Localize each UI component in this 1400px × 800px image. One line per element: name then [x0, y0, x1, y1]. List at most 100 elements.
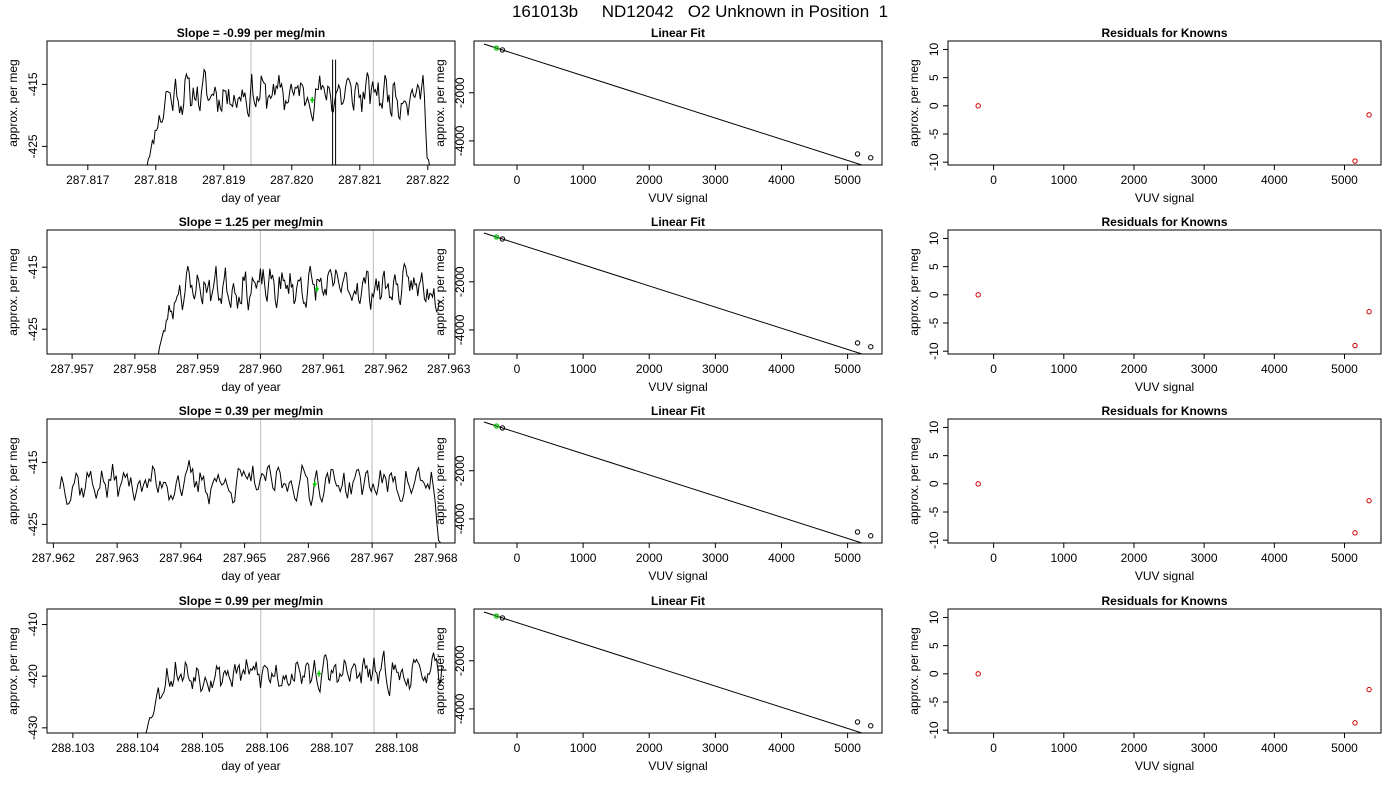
plot-frame: [947, 40, 1382, 166]
x-tick-label: 4000: [1261, 551, 1288, 565]
x-tick-label: 1000: [570, 173, 597, 187]
fit-line: [483, 43, 864, 165]
x-tick-label: 0: [990, 173, 997, 187]
x-tick-label: 0: [514, 551, 521, 565]
unknown-point: [493, 613, 500, 619]
x-tick-label: 4000: [768, 551, 795, 565]
x-tick-label: 1000: [570, 551, 597, 565]
x-tick-label: 3000: [702, 362, 729, 376]
chart-title: Slope = 0.99 per meg/min: [179, 594, 323, 608]
x-tick-label: 4000: [1261, 741, 1288, 755]
page-title: 161013b ND12042 O2 Unknown in Position 1: [511, 2, 889, 21]
x-axis-label: day of year: [221, 191, 280, 205]
x-tick-label: 5000: [1331, 173, 1358, 187]
x-tick-label: 3000: [702, 173, 729, 187]
x-tick-label: 288.105: [181, 741, 225, 755]
y-tick-label: 0: [927, 480, 941, 487]
y-tick-label: 5: [927, 74, 941, 81]
y-tick-label: 10: [927, 231, 941, 245]
y-tick-label: 0: [927, 291, 941, 298]
y-tick-label: 0: [927, 670, 941, 677]
x-tick-label: 287.819: [202, 173, 246, 187]
x-axis-label: VUV signal: [1135, 569, 1194, 583]
residual-point: [1366, 686, 1372, 693]
time-series-trace: [59, 460, 442, 543]
y-axis-label: approx. per meg: [907, 248, 921, 335]
plot-frame: [947, 418, 1382, 544]
x-axis-label: VUV signal: [648, 191, 707, 205]
x-tick-label: 0: [514, 173, 521, 187]
x-tick-label: 5000: [1331, 551, 1358, 565]
x-tick-label: 3000: [1191, 551, 1218, 565]
y-tick-label: 10: [927, 420, 941, 434]
plot-frame: [473, 608, 883, 734]
y-tick-label: -10: [927, 153, 941, 171]
chart-panel-9: Residuals for Knowns VUV signal approx. pe…: [907, 404, 1382, 583]
plot-frame: [947, 608, 1382, 734]
chart-title: Linear Fit: [651, 404, 705, 418]
residual-point: [975, 103, 981, 109]
y-tick-label: -4000: [453, 693, 467, 724]
chart-title: Residuals for Knowns: [1101, 404, 1227, 418]
x-tick-label: 3000: [1191, 741, 1218, 755]
y-tick-label: -415: [26, 450, 40, 474]
x-tick-label: 4000: [768, 173, 795, 187]
x-tick-label: 287.962: [364, 362, 408, 376]
y-axis-label: approx. per meg: [6, 248, 20, 335]
data-layer: [483, 421, 874, 543]
y-tick-label: -410: [26, 612, 40, 636]
unknown-point: [493, 423, 500, 429]
x-tick-label: 0: [990, 741, 997, 755]
x-tick-label: 2000: [1121, 741, 1148, 755]
x-tick-label: 287.962: [32, 551, 76, 565]
chart-title: Slope = -0.99 per meg/min: [177, 26, 325, 40]
x-tick-label: 1000: [1050, 551, 1077, 565]
data-layer: [975, 292, 1372, 349]
x-tick-label: 288.106: [245, 741, 289, 755]
y-tick-label: -415: [26, 72, 40, 96]
chart-panel-1: Slope = -0.99 per meg/min day of year appr…: [6, 26, 456, 205]
x-tick-label: 2000: [1121, 173, 1148, 187]
data-point: [868, 533, 874, 539]
y-tick-label: -2000: [453, 77, 467, 108]
y-tick-label: 10: [927, 42, 941, 56]
y-tick-label: -5: [927, 317, 941, 328]
x-tick-label: 287.817: [66, 173, 110, 187]
x-tick-label: 4000: [768, 362, 795, 376]
x-tick-label: 0: [514, 362, 521, 376]
y-axis-label: approx. per meg: [433, 627, 447, 714]
data-point: [499, 236, 506, 242]
residual-point: [1366, 498, 1372, 504]
data-layer: [483, 232, 874, 354]
x-tick-label: 4000: [1261, 173, 1288, 187]
x-tick-label: 2000: [1121, 362, 1148, 376]
x-tick-label: 287.963: [95, 551, 139, 565]
chart-title: Linear Fit: [651, 594, 705, 608]
x-tick-label: 5000: [834, 362, 861, 376]
x-tick-label: 287.958: [113, 362, 157, 376]
x-tick-label: 288.108: [375, 741, 419, 755]
time-series-trace: [145, 650, 443, 733]
y-tick-label: -430: [26, 716, 40, 740]
y-tick-label: -4000: [453, 503, 467, 534]
data-point: [499, 425, 506, 431]
plot-frame: [46, 418, 456, 544]
data-layer: [483, 43, 874, 165]
data-layer: [975, 671, 1372, 726]
x-tick-label: 1000: [1050, 741, 1077, 755]
x-tick-label: 2000: [636, 362, 663, 376]
y-tick-label: 5: [927, 642, 941, 649]
residual-point: [1366, 309, 1372, 315]
x-tick-label: 1000: [1050, 362, 1077, 376]
chart-panel-8: Linear Fit VUV signal approx. per meg 0 1000…: [433, 404, 883, 583]
data-layer: [483, 611, 874, 733]
chart-title: Residuals for Knowns: [1101, 26, 1227, 40]
y-tick-label: -2000: [453, 645, 467, 676]
y-tick-label: -425: [26, 512, 40, 536]
y-tick-label: -10: [927, 342, 941, 360]
time-series-trace: [157, 262, 440, 354]
y-tick-label: -4000: [453, 314, 467, 345]
fit-line: [483, 421, 864, 543]
residual-point: [975, 671, 981, 677]
x-tick-label: 288.103: [51, 741, 95, 755]
